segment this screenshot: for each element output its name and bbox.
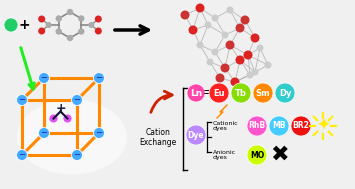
Circle shape <box>291 116 311 136</box>
Circle shape <box>231 83 251 103</box>
Circle shape <box>253 83 273 103</box>
Circle shape <box>189 26 197 35</box>
Circle shape <box>186 125 206 145</box>
Circle shape <box>212 49 218 56</box>
Circle shape <box>251 68 258 75</box>
Text: Sm: Sm <box>256 88 270 98</box>
Text: ✦: ✦ <box>316 117 330 135</box>
Circle shape <box>63 114 72 123</box>
Circle shape <box>240 15 250 25</box>
Circle shape <box>67 9 73 15</box>
Circle shape <box>95 15 102 22</box>
Circle shape <box>235 56 245 64</box>
Circle shape <box>207 59 213 66</box>
Circle shape <box>38 73 49 84</box>
Circle shape <box>275 83 295 103</box>
Text: −: − <box>95 129 103 138</box>
Circle shape <box>269 116 289 136</box>
Text: Anionic
dyes: Anionic dyes <box>213 150 236 160</box>
Circle shape <box>16 149 27 160</box>
Text: Ln: Ln <box>190 88 202 98</box>
Circle shape <box>212 15 218 22</box>
Circle shape <box>235 23 245 33</box>
Circle shape <box>71 149 82 160</box>
Circle shape <box>180 11 190 19</box>
Text: MB: MB <box>272 122 286 130</box>
Text: −: − <box>40 129 48 138</box>
Text: +: + <box>18 18 30 32</box>
Text: Cation
Exchange: Cation Exchange <box>140 128 177 147</box>
Text: BR2: BR2 <box>293 122 310 130</box>
Circle shape <box>222 32 229 39</box>
Polygon shape <box>217 105 227 118</box>
Text: −: − <box>18 150 26 160</box>
Circle shape <box>88 22 94 28</box>
Text: MO: MO <box>250 150 264 160</box>
Circle shape <box>196 4 204 12</box>
Circle shape <box>215 74 224 83</box>
Text: +: + <box>55 102 66 115</box>
Circle shape <box>55 15 62 22</box>
Text: Dy: Dy <box>279 88 291 98</box>
Text: −: − <box>40 74 48 83</box>
Circle shape <box>55 28 62 35</box>
Circle shape <box>204 22 212 29</box>
Circle shape <box>38 28 45 35</box>
Circle shape <box>247 145 267 165</box>
Circle shape <box>38 15 45 22</box>
Text: RhB: RhB <box>248 122 266 130</box>
Circle shape <box>264 61 272 68</box>
Circle shape <box>38 128 49 139</box>
Text: Eu: Eu <box>213 88 225 98</box>
Text: Tb: Tb <box>235 88 247 98</box>
Text: Dye: Dye <box>188 130 204 139</box>
Circle shape <box>4 18 18 32</box>
Circle shape <box>251 33 260 43</box>
Circle shape <box>46 22 52 28</box>
Circle shape <box>49 114 58 123</box>
Circle shape <box>225 40 235 50</box>
Circle shape <box>93 128 104 139</box>
FancyArrowPatch shape <box>151 91 172 112</box>
Text: −: − <box>73 150 81 160</box>
Circle shape <box>247 116 267 136</box>
Circle shape <box>93 73 104 84</box>
Text: Cationic
dyes: Cationic dyes <box>213 121 239 131</box>
Circle shape <box>257 44 263 51</box>
Text: −: − <box>18 95 26 105</box>
Circle shape <box>78 28 84 35</box>
Circle shape <box>244 50 252 60</box>
Circle shape <box>209 83 229 103</box>
Text: =: = <box>203 87 213 99</box>
Circle shape <box>71 94 82 105</box>
Circle shape <box>226 6 234 13</box>
Circle shape <box>16 94 27 105</box>
Circle shape <box>67 35 73 41</box>
Text: −: − <box>95 74 103 83</box>
Circle shape <box>246 71 253 78</box>
Circle shape <box>95 28 102 35</box>
Text: −: − <box>73 95 81 105</box>
Circle shape <box>78 15 84 22</box>
Circle shape <box>187 84 205 102</box>
Circle shape <box>197 42 203 49</box>
Circle shape <box>230 77 240 87</box>
Circle shape <box>220 64 229 73</box>
Ellipse shape <box>17 99 127 174</box>
Text: ✖: ✖ <box>270 145 288 165</box>
